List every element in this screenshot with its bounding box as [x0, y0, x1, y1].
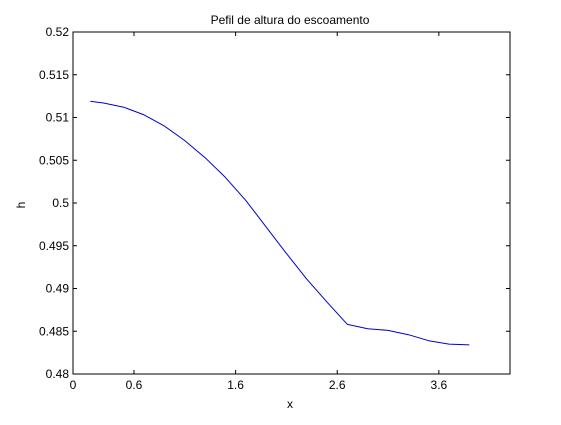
y-tick-label: 0.505 — [39, 153, 69, 167]
x-tick-label: 2.6 — [329, 378, 346, 392]
x-axis-label: x — [287, 397, 293, 411]
x-tick-label: 1.6 — [227, 378, 244, 392]
x-tick-label: 3.6 — [431, 378, 448, 392]
y-tick-label: 0.51 — [46, 111, 70, 125]
x-tick-label: 0 — [70, 378, 77, 392]
y-tick-label: 0.495 — [39, 239, 69, 253]
series-layer — [90, 100, 470, 346]
plot-area — [72, 31, 511, 375]
x-axis-ticks: 0 0.6 1.6 2.6 3.6 — [70, 32, 448, 392]
series-line — [90, 100, 470, 346]
y-tick-label: 0.515 — [39, 68, 69, 82]
y-tick-label: 0.49 — [46, 282, 70, 296]
chart-title: Pefil de altura do escoamento — [211, 13, 370, 27]
y-tick-label: 0.48 — [46, 367, 70, 381]
y-tick-label: 0.485 — [39, 324, 69, 338]
x-tick-label: 0.6 — [126, 378, 143, 392]
y-tick-label: 0.52 — [46, 25, 70, 39]
y-axis-ticks: 0.48 0.485 0.49 0.495 0.5 0.505 0.51 0.515 0.52 — [39, 25, 510, 381]
y-tick-label: 0.5 — [52, 196, 69, 210]
y-axis-label: h — [14, 202, 28, 209]
